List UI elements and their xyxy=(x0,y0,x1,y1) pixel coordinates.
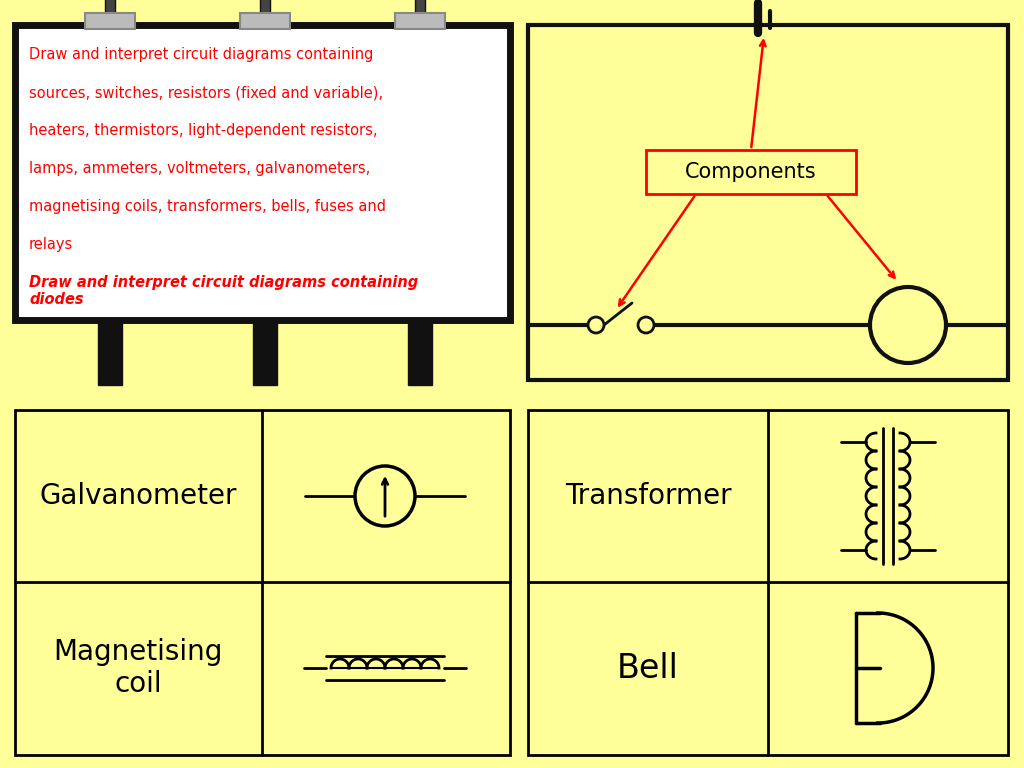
Circle shape xyxy=(588,317,604,333)
Text: sources, switches, resistors (fixed and variable),: sources, switches, resistors (fixed and … xyxy=(29,85,383,100)
Bar xyxy=(646,150,856,194)
Bar xyxy=(408,320,432,385)
Text: relays: relays xyxy=(29,237,74,252)
Text: Bell: Bell xyxy=(617,651,679,684)
Circle shape xyxy=(355,466,415,526)
Text: heaters, thermistors, light-dependent resistors,: heaters, thermistors, light-dependent re… xyxy=(29,123,378,138)
Bar xyxy=(370,40,420,320)
Text: Galvanometer: Galvanometer xyxy=(39,482,237,510)
Text: Transformer: Transformer xyxy=(564,482,731,510)
Bar xyxy=(260,0,270,15)
Text: lamps, ammeters, voltmeters, galvanometers,: lamps, ammeters, voltmeters, galvanomete… xyxy=(29,161,371,176)
Bar xyxy=(395,13,445,29)
Bar xyxy=(240,13,290,29)
Circle shape xyxy=(638,317,654,333)
Bar xyxy=(95,40,145,320)
Bar xyxy=(415,0,425,15)
Text: Draw and interpret circuit diagrams containing
diodes: Draw and interpret circuit diagrams cont… xyxy=(29,275,418,307)
Bar xyxy=(15,25,510,320)
Bar xyxy=(528,410,1008,755)
Text: Components: Components xyxy=(685,162,817,182)
Bar xyxy=(253,320,278,385)
Circle shape xyxy=(870,287,946,363)
Bar xyxy=(105,0,115,15)
Text: magnetising coils, transformers, bells, fuses and: magnetising coils, transformers, bells, … xyxy=(29,199,386,214)
Bar xyxy=(15,410,510,755)
Bar xyxy=(528,25,1008,380)
Text: Magnetising
coil: Magnetising coil xyxy=(53,637,222,698)
Bar xyxy=(98,320,122,385)
Text: Draw and interpret circuit diagrams containing: Draw and interpret circuit diagrams cont… xyxy=(29,47,374,62)
Bar xyxy=(85,13,135,29)
Bar xyxy=(230,40,280,320)
